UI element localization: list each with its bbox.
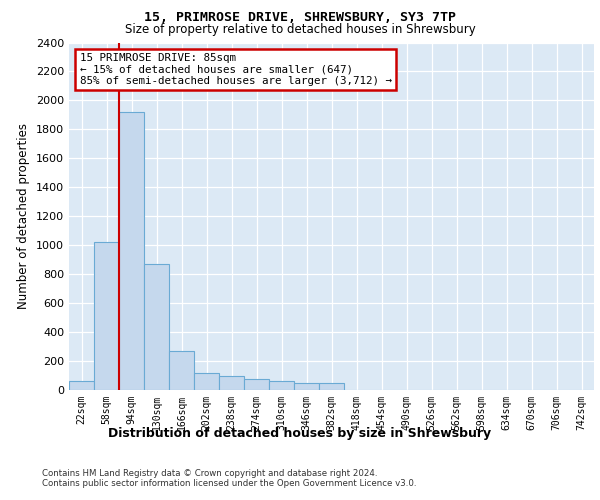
Bar — [144, 264, 169, 390]
Bar — [244, 379, 269, 390]
Bar — [169, 351, 194, 390]
Bar — [269, 382, 294, 390]
Text: 15, PRIMROSE DRIVE, SHREWSBURY, SY3 7TP: 15, PRIMROSE DRIVE, SHREWSBURY, SY3 7TP — [144, 11, 456, 24]
Text: Contains public sector information licensed under the Open Government Licence v3: Contains public sector information licen… — [42, 479, 416, 488]
Bar — [294, 383, 319, 390]
Bar — [69, 382, 94, 390]
Text: Contains HM Land Registry data © Crown copyright and database right 2024.: Contains HM Land Registry data © Crown c… — [42, 469, 377, 478]
Text: 15 PRIMROSE DRIVE: 85sqm
← 15% of detached houses are smaller (647)
85% of semi-: 15 PRIMROSE DRIVE: 85sqm ← 15% of detach… — [79, 53, 392, 86]
Bar — [94, 242, 119, 390]
Bar — [119, 112, 144, 390]
Text: Distribution of detached houses by size in Shrewsbury: Distribution of detached houses by size … — [109, 428, 491, 440]
Bar — [319, 384, 344, 390]
Y-axis label: Number of detached properties: Number of detached properties — [17, 123, 31, 309]
Text: Size of property relative to detached houses in Shrewsbury: Size of property relative to detached ho… — [125, 22, 475, 36]
Bar — [219, 376, 244, 390]
Bar — [194, 372, 219, 390]
